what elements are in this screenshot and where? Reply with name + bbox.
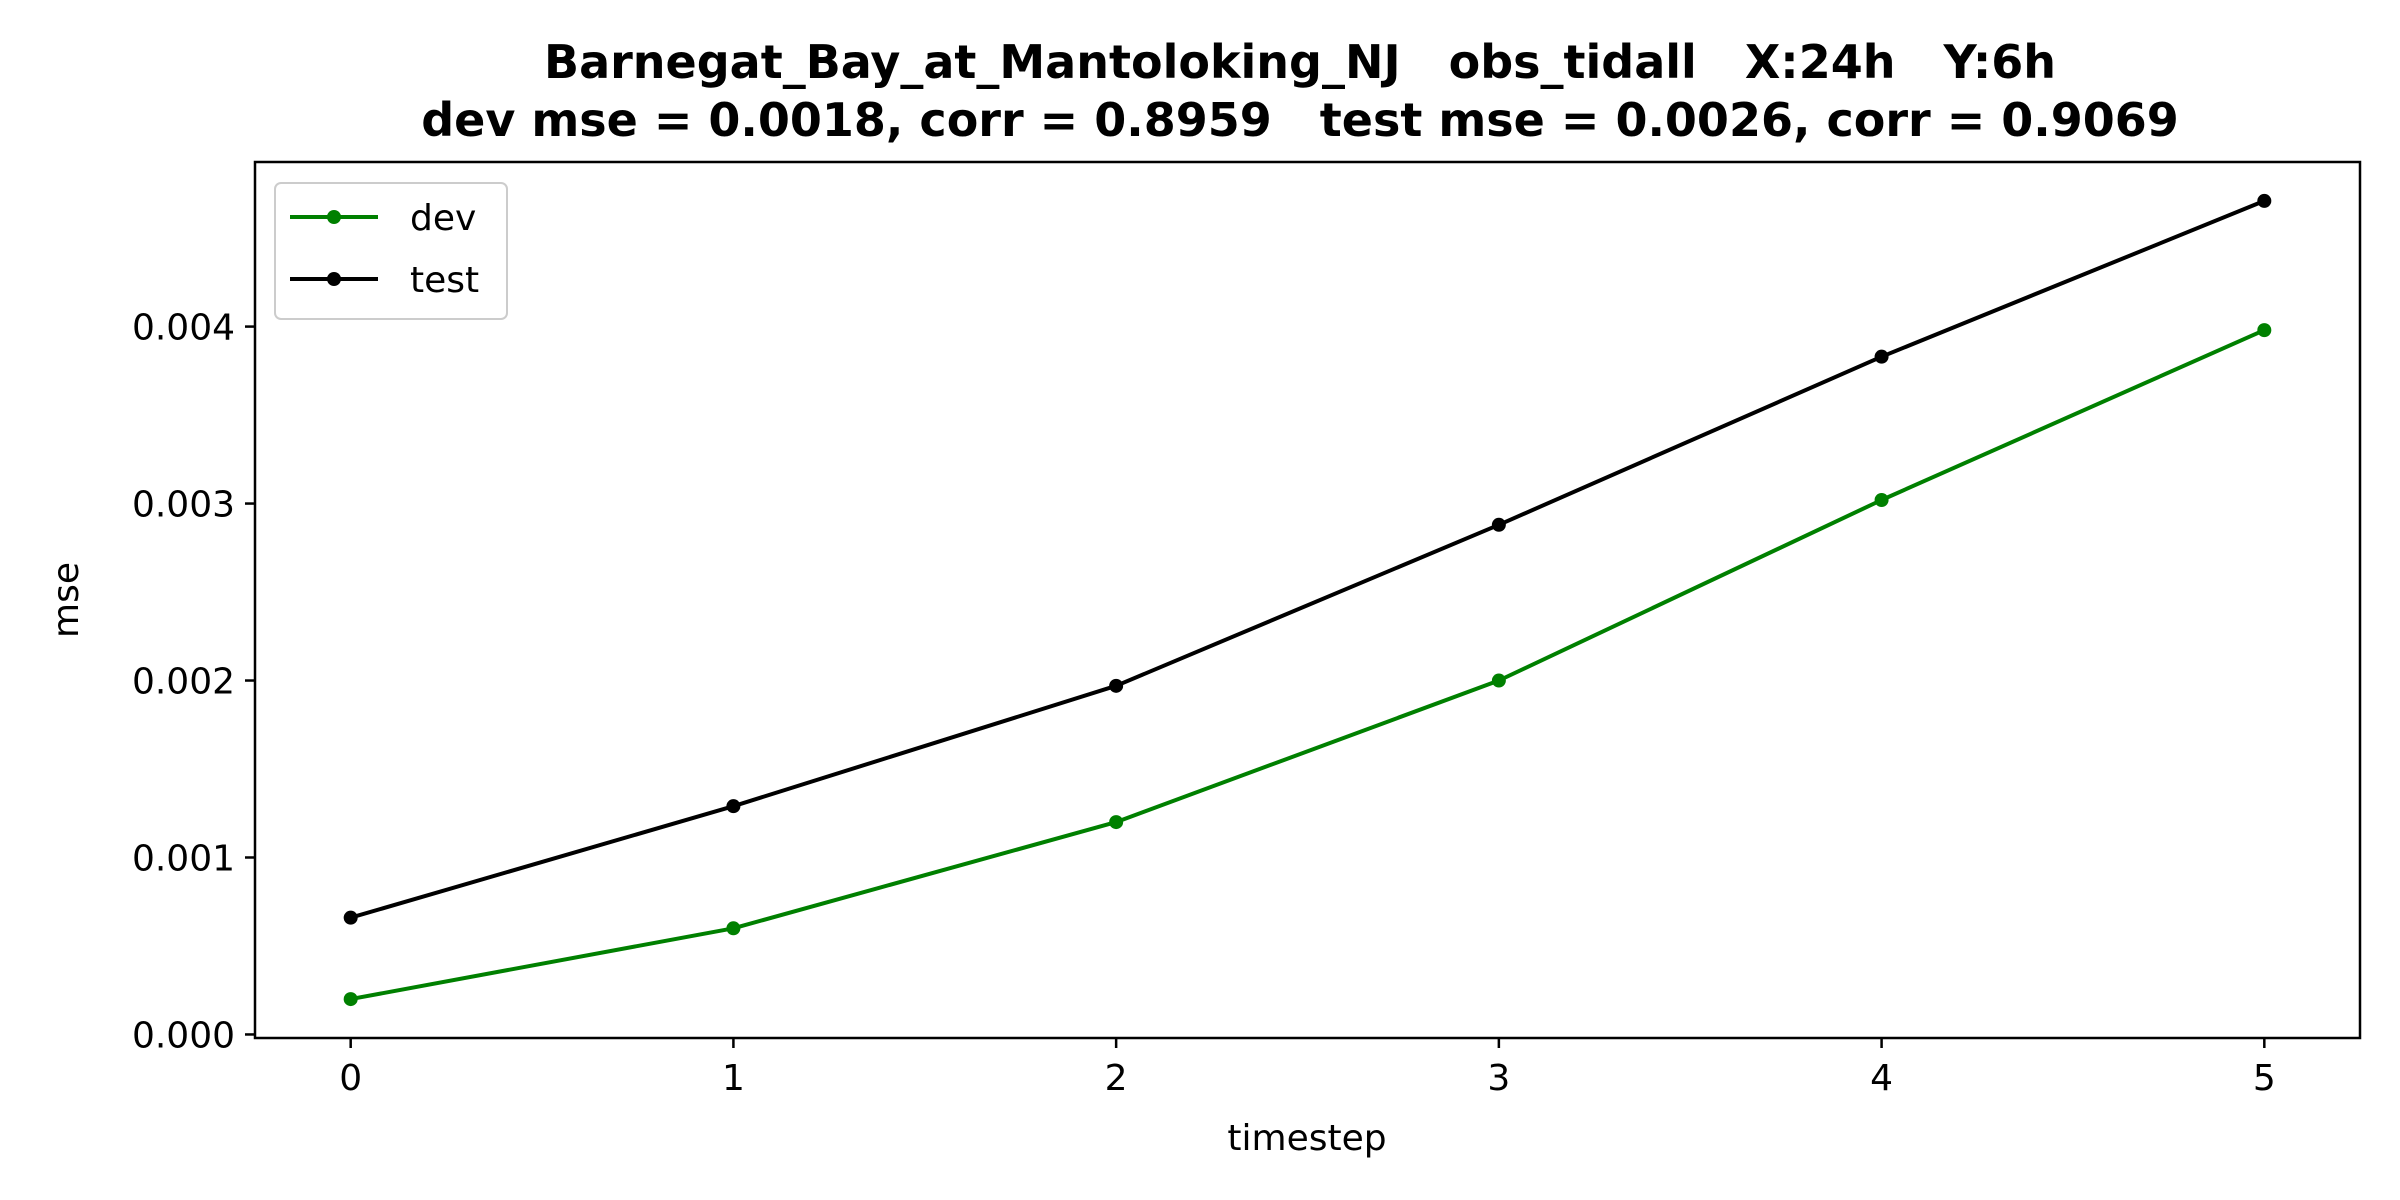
chart-subtitle: dev mse = 0.0018, corr = 0.8959 test mse…: [421, 93, 2179, 147]
y-axis-label: mse: [46, 562, 87, 638]
y-tick-label: 0.000: [132, 1015, 235, 1056]
x-tick-label: 1: [722, 1058, 745, 1099]
y-tick-label: 0.003: [132, 485, 235, 526]
x-axis: 0 1 2 3 4 5: [339, 1038, 2276, 1099]
x-tick-label: 0: [339, 1058, 362, 1099]
data-point-test: [2257, 193, 2272, 208]
data-point-dev: [2257, 323, 2272, 338]
legend-marker-test: [327, 272, 341, 286]
y-tick-label: 0.004: [132, 308, 235, 349]
x-tick-label: 5: [2253, 1058, 2276, 1099]
y-tick-label: 0.002: [132, 662, 235, 703]
legend-entry-test: test: [290, 260, 479, 301]
data-point-dev: [1109, 815, 1124, 830]
x-tick-label: 3: [1487, 1058, 1510, 1099]
legend-entry-dev: dev: [290, 198, 476, 239]
legend: dev test: [274, 182, 508, 320]
y-axis: 0.000 0.001 0.002 0.003 0.004: [132, 308, 255, 1056]
series-layer: [343, 193, 2272, 1007]
series-test: [343, 193, 2272, 925]
data-point-test: [343, 910, 358, 925]
data-point-dev: [726, 921, 741, 936]
legend-marker-dev: [327, 210, 341, 224]
x-tick-label: 2: [1105, 1058, 1128, 1099]
x-axis-label: timestep: [1227, 1118, 1386, 1159]
data-point-test: [1109, 678, 1124, 693]
data-point-test: [1874, 349, 1889, 364]
y-tick-label: 0.001: [132, 838, 235, 879]
series-line-test: [348, 198, 2267, 921]
chart-title: Barnegat_Bay_at_Mantoloking_NJ obs_tidal…: [544, 35, 2056, 89]
data-point-dev: [1874, 493, 1889, 508]
legend-entries: dev test: [290, 198, 479, 301]
data-point-test: [1491, 517, 1506, 532]
plot-frame: [253, 160, 2362, 1040]
data-point-test: [726, 799, 741, 814]
legend-label-dev: dev: [410, 198, 476, 239]
series-line-dev: [348, 327, 2267, 1002]
data-point-dev: [1491, 673, 1506, 688]
legend-label-test: test: [410, 260, 479, 301]
x-tick-label: 4: [1870, 1058, 1893, 1099]
series-dev: [343, 323, 2272, 1007]
data-point-dev: [343, 992, 358, 1007]
